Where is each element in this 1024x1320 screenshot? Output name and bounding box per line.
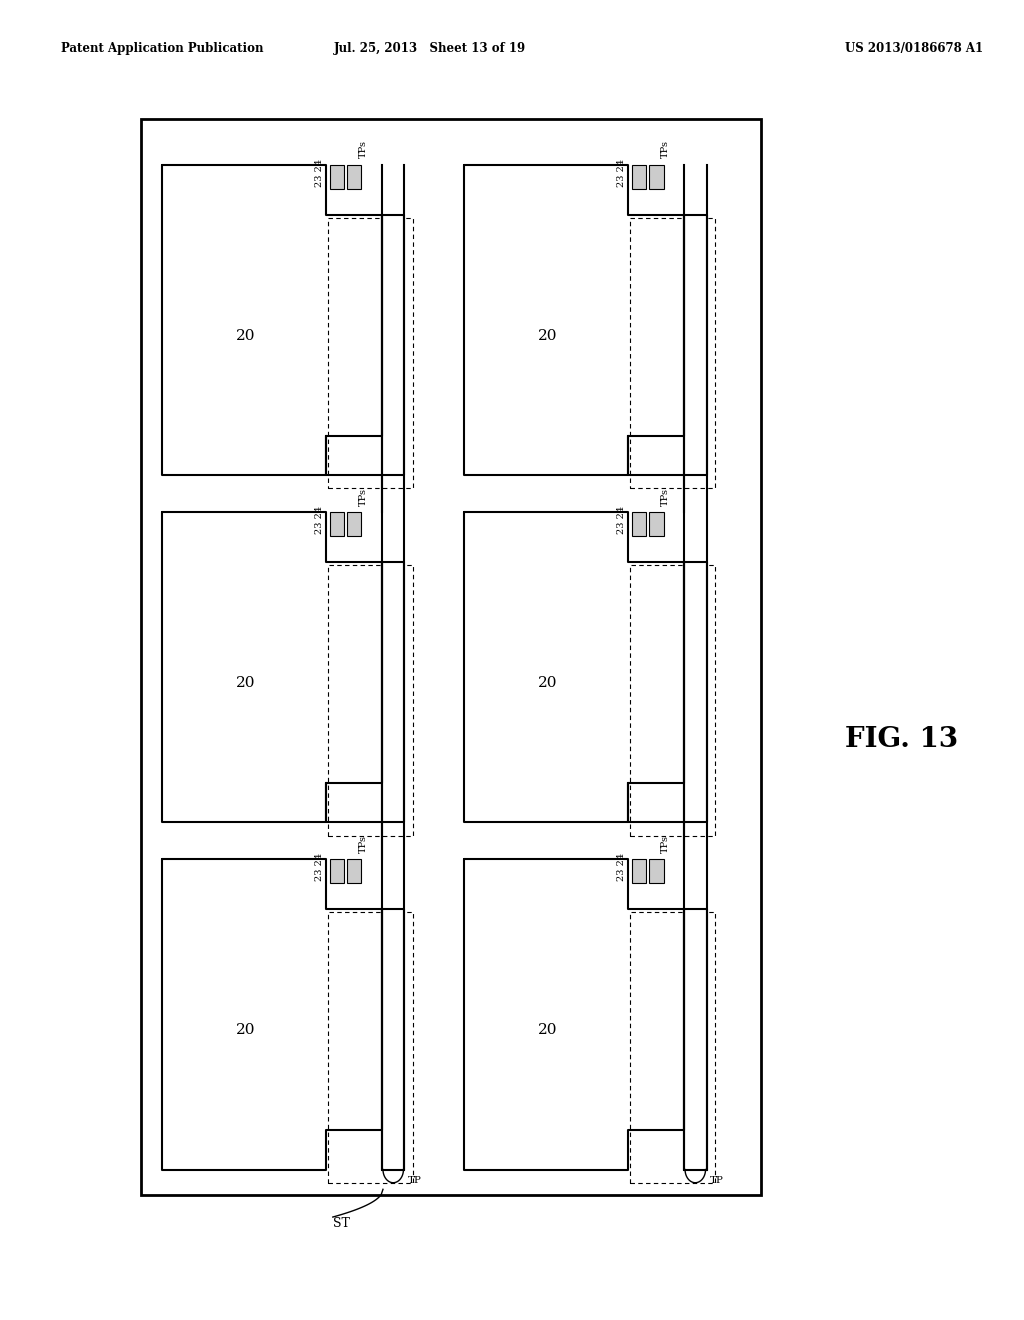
Text: US 2013/0186678 A1: US 2013/0186678 A1 — [845, 42, 983, 55]
Polygon shape — [382, 215, 404, 475]
Text: TP: TP — [408, 1176, 422, 1185]
Text: 23 24: 23 24 — [616, 158, 626, 186]
Text: Jul. 25, 2013   Sheet 13 of 19: Jul. 25, 2013 Sheet 13 of 19 — [334, 42, 526, 55]
Polygon shape — [382, 909, 404, 1170]
Text: 23 24: 23 24 — [314, 853, 324, 880]
Bar — [632, 859, 646, 883]
Polygon shape — [162, 512, 382, 822]
Polygon shape — [684, 562, 707, 822]
Bar — [330, 859, 344, 883]
Bar — [347, 512, 361, 536]
Bar — [630, 912, 715, 1183]
Text: TPs: TPs — [358, 834, 368, 853]
Polygon shape — [464, 859, 684, 1170]
Polygon shape — [464, 512, 684, 822]
Polygon shape — [684, 215, 707, 475]
Bar — [347, 859, 361, 883]
Bar — [630, 218, 715, 488]
Bar — [649, 165, 664, 189]
Bar — [328, 912, 413, 1183]
Text: TPs: TPs — [358, 140, 368, 158]
Text: 23 24: 23 24 — [616, 853, 626, 880]
Text: 23 24: 23 24 — [616, 506, 626, 533]
Bar — [630, 565, 715, 836]
Text: 20: 20 — [236, 676, 255, 690]
Text: FIG. 13: FIG. 13 — [845, 726, 957, 752]
Bar — [328, 218, 413, 488]
Bar — [141, 119, 761, 1195]
Text: Patent Application Publication: Patent Application Publication — [61, 42, 264, 55]
Text: 20: 20 — [236, 329, 255, 343]
Text: 23 24: 23 24 — [314, 158, 324, 186]
Text: 20: 20 — [538, 676, 557, 690]
Polygon shape — [684, 909, 707, 1170]
Bar — [632, 512, 646, 536]
Text: 23 24: 23 24 — [314, 506, 324, 533]
Text: ST: ST — [333, 1217, 349, 1230]
Bar — [649, 859, 664, 883]
Text: TPs: TPs — [358, 487, 368, 506]
Polygon shape — [162, 859, 382, 1170]
Bar — [347, 165, 361, 189]
Text: TPs: TPs — [660, 487, 670, 506]
Bar — [328, 565, 413, 836]
Text: TPs: TPs — [660, 140, 670, 158]
Text: 20: 20 — [538, 329, 557, 343]
Text: 20: 20 — [538, 1023, 557, 1038]
Bar — [649, 512, 664, 536]
Text: 20: 20 — [236, 1023, 255, 1038]
Text: TPs: TPs — [660, 834, 670, 853]
Polygon shape — [162, 165, 382, 475]
Bar — [330, 165, 344, 189]
Polygon shape — [382, 562, 404, 822]
Bar — [330, 512, 344, 536]
Text: TP: TP — [710, 1176, 724, 1185]
Polygon shape — [464, 165, 684, 475]
Bar — [632, 165, 646, 189]
